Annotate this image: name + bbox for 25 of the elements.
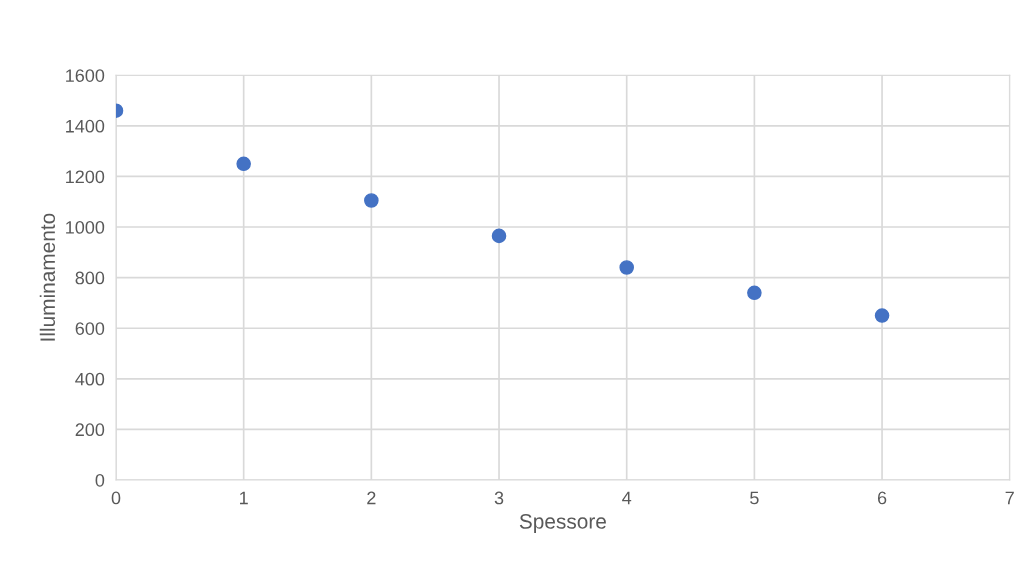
y-tick-label: 0 xyxy=(95,473,105,487)
x-tick-label: 4 xyxy=(622,491,632,505)
y-tick-label: 200 xyxy=(75,423,105,437)
y-tick-label: 1400 xyxy=(66,119,105,133)
x-tick-label: 3 xyxy=(494,491,504,505)
x-tick-label: 6 xyxy=(877,491,887,505)
y-tick-label: 800 xyxy=(75,271,105,285)
x-axis-title: Spessore xyxy=(519,514,606,533)
x-tick-label: 0 xyxy=(111,491,121,505)
point xyxy=(364,193,379,208)
y-tick-label: 600 xyxy=(75,322,105,335)
y-tick-label: 1000 xyxy=(66,220,105,234)
point xyxy=(874,308,890,323)
y-axis-title: Illuminamento xyxy=(39,213,56,341)
y-tick-label: 400 xyxy=(75,372,105,386)
x-tick-label: 2 xyxy=(367,491,376,505)
y-tick-label: 1200 xyxy=(66,170,105,184)
x-tick-label: 1 xyxy=(240,491,248,505)
point xyxy=(236,156,251,172)
point xyxy=(747,285,762,301)
x-tick-label: 7 xyxy=(1005,491,1014,505)
point xyxy=(619,260,634,275)
x-tick-label: 5 xyxy=(750,491,759,505)
point xyxy=(491,228,507,244)
y-tick-label: 1600 xyxy=(66,69,105,82)
